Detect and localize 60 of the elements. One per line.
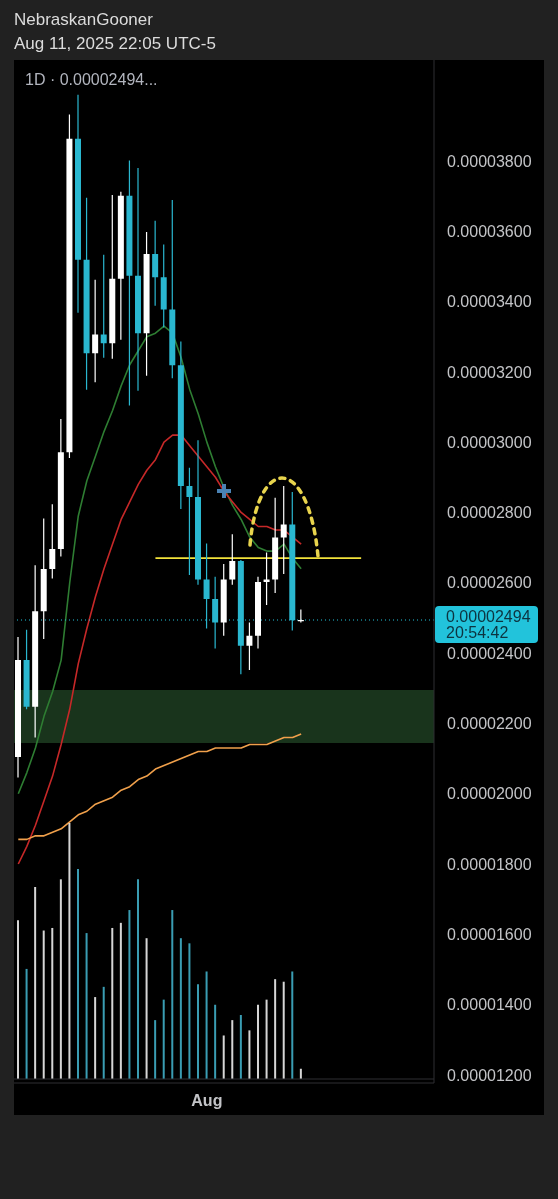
bar xyxy=(248,1030,251,1079)
bar xyxy=(257,1004,259,1079)
bar xyxy=(265,999,268,1079)
bar xyxy=(128,910,131,1079)
chart-subtitle: Aug 11, 2025 22:05 UTC-5 xyxy=(14,34,216,54)
y-tick-label: 0.00002200 xyxy=(447,715,532,733)
bar xyxy=(222,1035,225,1079)
chart-title: NebraskanGooner xyxy=(14,10,153,30)
ref-line-label: 0.00002494 xyxy=(446,608,531,626)
bar xyxy=(154,1020,157,1079)
bar xyxy=(42,930,45,1079)
x-tick-label: Aug xyxy=(191,1092,223,1110)
bar xyxy=(162,999,165,1079)
bar xyxy=(51,927,54,1079)
bar xyxy=(197,984,199,1079)
bar xyxy=(188,943,191,1079)
y-tick-label: 0.00002400 xyxy=(447,644,532,662)
bar xyxy=(17,920,19,1079)
bar xyxy=(68,823,71,1079)
bar xyxy=(231,1020,234,1079)
bar xyxy=(205,971,208,1079)
y-tick-label: 0.00003800 xyxy=(447,152,532,170)
bar xyxy=(85,933,88,1079)
bar xyxy=(34,887,37,1079)
bar xyxy=(137,879,139,1079)
line-series xyxy=(17,733,302,841)
y-tick-label: 0.00001400 xyxy=(447,996,532,1014)
bar xyxy=(25,968,28,1079)
y-tick-label: 0.00003400 xyxy=(447,293,532,311)
bar xyxy=(239,1015,242,1079)
candlestick xyxy=(135,167,141,391)
annotation: 1D · 0.00002494... xyxy=(25,71,158,89)
bar xyxy=(102,986,105,1079)
candlestick xyxy=(195,440,201,585)
bar xyxy=(59,879,62,1079)
bar xyxy=(179,938,182,1079)
bar xyxy=(274,979,277,1079)
bar xyxy=(94,997,97,1079)
bar xyxy=(145,938,148,1079)
y-tick-label: 0.00003000 xyxy=(447,433,532,451)
bar xyxy=(291,971,294,1079)
text: 20:54:42 xyxy=(435,623,538,643)
y-tick-label: 0.00003200 xyxy=(447,363,532,381)
candlestick xyxy=(75,94,81,313)
line-series xyxy=(17,434,302,865)
y-tick-label: 0.00002600 xyxy=(447,574,532,592)
y-tick-label: 0.00001200 xyxy=(447,1066,532,1084)
y-tick-label: 0.00002800 xyxy=(447,504,532,522)
y-tick-label: 0.00001600 xyxy=(447,925,532,943)
y-tick-label: 0.00001800 xyxy=(447,855,532,873)
bar xyxy=(119,922,122,1079)
bar xyxy=(282,981,285,1079)
bar xyxy=(111,927,114,1079)
line-series xyxy=(17,325,302,795)
bar xyxy=(299,1068,302,1079)
y-tick-label: 0.00002000 xyxy=(447,785,532,803)
bar xyxy=(214,1004,217,1079)
bar xyxy=(171,910,174,1079)
y-tick-label: 0.00003600 xyxy=(447,222,532,240)
bar xyxy=(77,869,79,1079)
